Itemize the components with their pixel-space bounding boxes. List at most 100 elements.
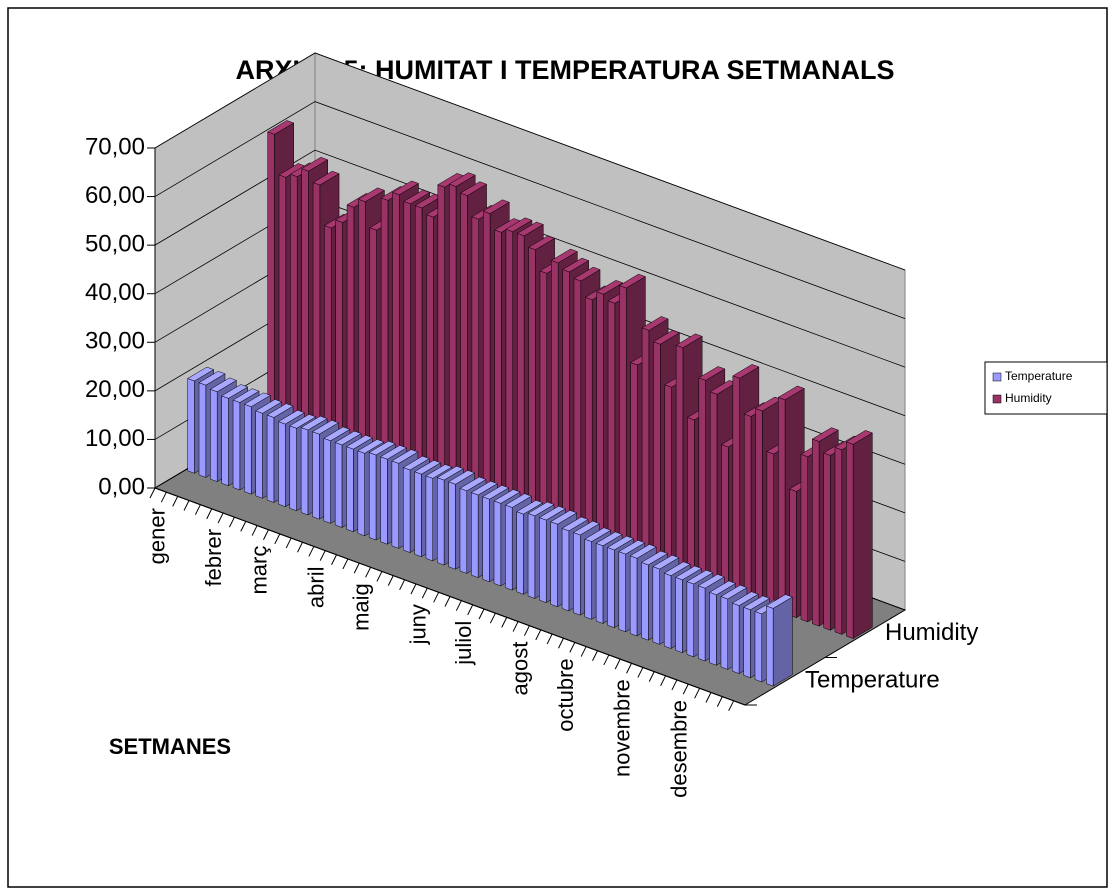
x-tick bbox=[716, 696, 723, 707]
bar-top bbox=[675, 333, 703, 349]
x-tick-label: maig bbox=[349, 583, 374, 631]
x-tick bbox=[603, 654, 610, 666]
x-tick bbox=[569, 642, 576, 653]
x-tick bbox=[648, 671, 655, 682]
bar-top bbox=[663, 561, 691, 576]
bar-front bbox=[709, 591, 717, 666]
x-tick bbox=[489, 612, 496, 624]
bar-top bbox=[493, 489, 521, 504]
bar-top bbox=[470, 480, 498, 496]
bar-top bbox=[595, 531, 623, 547]
bar-front bbox=[266, 414, 275, 503]
x-tick bbox=[478, 608, 485, 620]
x-tick bbox=[342, 558, 349, 570]
x-tick-label: desembre bbox=[666, 700, 691, 798]
x-axis-label: SETMANES bbox=[109, 734, 231, 759]
bar-top bbox=[640, 550, 669, 566]
bar-top bbox=[550, 510, 578, 525]
bar-front bbox=[346, 446, 354, 533]
bar-front bbox=[414, 205, 423, 481]
x-tick-label: novembre bbox=[610, 679, 635, 777]
x-tick bbox=[614, 658, 621, 670]
bar-front bbox=[312, 431, 320, 520]
bar-side bbox=[772, 596, 793, 687]
bar-front bbox=[232, 399, 241, 491]
x-tick bbox=[523, 625, 530, 636]
x-tick bbox=[501, 617, 508, 628]
bar-front bbox=[562, 269, 570, 535]
bar-front bbox=[426, 214, 434, 485]
legend-box bbox=[984, 361, 1108, 415]
bar-front bbox=[301, 168, 309, 439]
bar-front bbox=[573, 532, 581, 616]
bar-front bbox=[369, 227, 377, 464]
bar-front bbox=[846, 441, 854, 639]
x-tick-label: març bbox=[247, 546, 272, 595]
bar-top bbox=[311, 420, 340, 435]
bar-top bbox=[697, 574, 725, 589]
x-tick bbox=[297, 542, 303, 553]
bar-front bbox=[198, 382, 207, 478]
bar-front bbox=[324, 225, 332, 448]
bar-front bbox=[641, 562, 649, 641]
x-tick bbox=[251, 525, 258, 536]
bar-top bbox=[504, 493, 532, 508]
bar-top bbox=[516, 221, 544, 237]
x-tick bbox=[172, 496, 179, 507]
bar-front bbox=[244, 403, 252, 495]
z-tick-label: Humidity bbox=[885, 619, 978, 646]
z-tick-label: Temperature bbox=[805, 667, 940, 694]
x-tick bbox=[240, 521, 247, 532]
bar-front bbox=[653, 341, 661, 569]
bar-front bbox=[539, 517, 547, 604]
bar-front bbox=[618, 551, 626, 633]
x-tick bbox=[183, 500, 190, 511]
bar-front bbox=[210, 388, 218, 482]
bar-front bbox=[437, 477, 445, 566]
bar-front bbox=[323, 437, 331, 524]
bar-front bbox=[460, 192, 468, 498]
bar-front bbox=[380, 197, 389, 468]
x-tick bbox=[206, 508, 213, 520]
bar bbox=[765, 594, 793, 687]
bar-top bbox=[402, 455, 430, 471]
bar-front bbox=[766, 451, 774, 610]
bar-top bbox=[731, 591, 759, 606]
bar-top bbox=[232, 388, 260, 403]
bar-front bbox=[357, 450, 365, 537]
legend-swatch bbox=[992, 372, 1002, 382]
bar-front bbox=[641, 327, 650, 564]
x-tick bbox=[149, 487, 156, 499]
bar-front bbox=[278, 174, 287, 431]
bar-front bbox=[505, 504, 513, 591]
bar-top bbox=[743, 595, 771, 611]
bar-top bbox=[528, 235, 556, 251]
bar-front bbox=[414, 471, 422, 558]
x-tick bbox=[285, 537, 292, 549]
bar-top bbox=[516, 499, 544, 515]
bar-top bbox=[448, 172, 476, 187]
x-tick bbox=[455, 600, 462, 611]
x-tick bbox=[365, 567, 372, 578]
bar-top bbox=[584, 527, 612, 542]
bar-front bbox=[743, 606, 751, 679]
y-tick-label: 10,00 bbox=[85, 425, 145, 452]
bar-front bbox=[255, 410, 263, 499]
x-tick bbox=[592, 650, 598, 661]
bar-front bbox=[686, 581, 694, 658]
bar-top bbox=[562, 257, 590, 273]
x-tick bbox=[217, 512, 224, 524]
bar-top bbox=[709, 580, 737, 596]
x-tick bbox=[660, 675, 667, 687]
bar-front bbox=[755, 408, 763, 606]
y-tick-label: 50,00 bbox=[85, 230, 145, 257]
x-tick bbox=[160, 491, 167, 503]
bar-front bbox=[834, 447, 843, 635]
x-tick bbox=[671, 679, 678, 691]
bar-front bbox=[652, 566, 660, 645]
bar-front bbox=[482, 496, 490, 583]
x-tick bbox=[682, 683, 689, 695]
bar-top bbox=[345, 434, 374, 450]
bar-front bbox=[629, 555, 638, 637]
